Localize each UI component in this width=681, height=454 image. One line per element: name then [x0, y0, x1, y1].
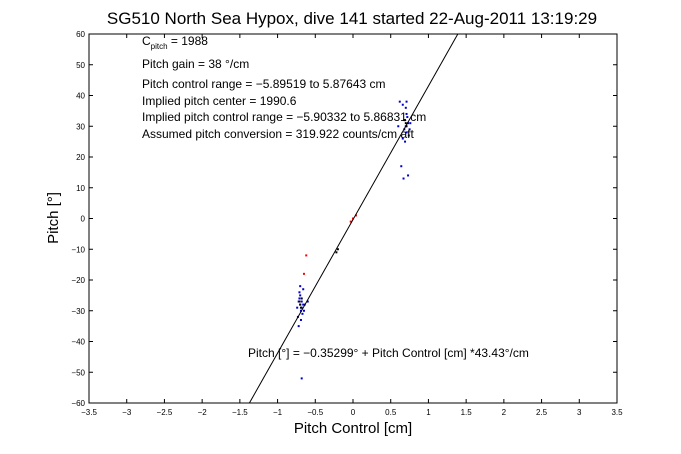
data-point: [302, 272, 305, 275]
data-point: [305, 254, 308, 257]
c-pitch-subscript: pitch: [151, 42, 168, 51]
data-point: [302, 288, 305, 291]
data-point: [401, 103, 404, 106]
x-tick-label: −2.5: [157, 408, 173, 417]
y-tick-label: 60: [76, 30, 85, 39]
x-tick-label: −3.5: [81, 408, 97, 417]
data-point: [349, 220, 352, 223]
data-point: [408, 128, 411, 131]
x-tick-label: 2.5: [536, 408, 548, 417]
y-axis-label: Pitch [°]: [45, 192, 62, 244]
x-tick-label: 0.5: [385, 408, 397, 417]
y-tick-label: −20: [71, 276, 85, 285]
data-point: [406, 116, 409, 119]
data-point: [398, 100, 401, 103]
data-point: [302, 303, 305, 306]
y-tick-label: 10: [76, 184, 85, 193]
y-tick-label: 0: [81, 215, 86, 224]
data-point: [402, 177, 405, 180]
data-point: [299, 318, 302, 321]
data-point: [336, 248, 339, 251]
fit-line: [248, 33, 459, 404]
y-axis: −60 −50 −40 −30 −20 −10 0 10 20 30 40 50 60: [71, 30, 617, 408]
annotation-line: Pitch gain = 38 °/cm: [142, 57, 249, 71]
x-tick-label: −3: [122, 408, 132, 417]
data-point: [300, 297, 303, 300]
data-point: [299, 306, 302, 309]
annotation-line: Implied pitch control range = −5.90332 t…: [142, 110, 426, 124]
data-point: [407, 174, 410, 177]
y-tick-label: 50: [76, 61, 85, 70]
data-point: [306, 300, 309, 303]
data-point: [296, 306, 299, 309]
x-tick-label: 2: [502, 408, 507, 417]
y-tick-label: −30: [71, 307, 85, 316]
data-point: [401, 137, 404, 140]
y-tick-label: −40: [71, 338, 85, 347]
fit-equation: Pitch [°] = −0.35299° + Pitch Control [c…: [248, 346, 529, 360]
y-tick-label: −10: [71, 245, 85, 254]
data-point: [355, 214, 358, 217]
data-point: [405, 112, 408, 115]
data-point: [397, 125, 400, 128]
data-point: [300, 300, 303, 303]
data-point: [400, 165, 403, 168]
data-point: [407, 122, 410, 125]
data-point: [352, 217, 354, 220]
x-tick-label: −2: [198, 408, 208, 417]
data-point: [405, 100, 408, 103]
annotation-line: Pitch control range = −5.89519 to 5.8764…: [142, 77, 386, 91]
data-point: [299, 294, 302, 297]
data-points: [296, 100, 412, 380]
data-point: [404, 140, 407, 143]
data-point: [299, 303, 302, 306]
data-point: [335, 251, 338, 254]
data-point: [407, 134, 410, 137]
y-tick-label: 40: [76, 92, 85, 101]
annotation-line: Assumed pitch conversion = 319.922 count…: [142, 127, 414, 141]
data-point: [300, 377, 303, 380]
c-pitch-prefix: C: [142, 34, 151, 48]
data-point: [298, 297, 301, 300]
data-point: [297, 325, 300, 328]
x-tick-label: −1.5: [232, 408, 248, 417]
data-point: [409, 122, 412, 125]
y-tick-label: −60: [71, 399, 85, 408]
data-point: [404, 106, 407, 109]
x-tick-label: −0.5: [307, 408, 323, 417]
x-tick-label: −1: [273, 408, 283, 417]
y-tick-label: −50: [71, 368, 85, 377]
data-point: [404, 122, 407, 125]
x-tick-label: 1: [426, 408, 431, 417]
data-point: [405, 125, 408, 128]
annotation-block: Cpitch = 1988 Pitch gain = 38 °/cm Pitch…: [142, 34, 426, 141]
annotation-line: Implied pitch center = 1990.6: [142, 94, 297, 108]
data-point: [404, 119, 407, 122]
x-tick-label: 3.5: [611, 408, 623, 417]
x-tick-label: 1.5: [461, 408, 473, 417]
y-tick-label: 30: [76, 122, 85, 131]
c-pitch-value: = 1988: [168, 34, 209, 48]
x-tick-label: 3: [577, 408, 582, 417]
annotation-c-pitch: Cpitch = 1988: [142, 34, 208, 51]
x-tick-label: 0: [351, 408, 356, 417]
data-point: [405, 131, 408, 134]
x-axis-label: Pitch Control [cm]: [294, 420, 412, 437]
data-point: [301, 312, 304, 315]
data-point: [298, 291, 301, 294]
chart-title: SG510 North Sea Hypox, dive 141 started …: [107, 9, 597, 28]
data-point: [298, 300, 301, 303]
data-point: [299, 285, 302, 288]
x-axis: −3.5 −3 −2.5 −2 −1.5 −1 −0.5 0 0.5 1 1.5 2 2.5 3 3.5: [81, 34, 623, 417]
y-tick-label: 20: [76, 153, 85, 162]
data-point: [302, 309, 305, 312]
